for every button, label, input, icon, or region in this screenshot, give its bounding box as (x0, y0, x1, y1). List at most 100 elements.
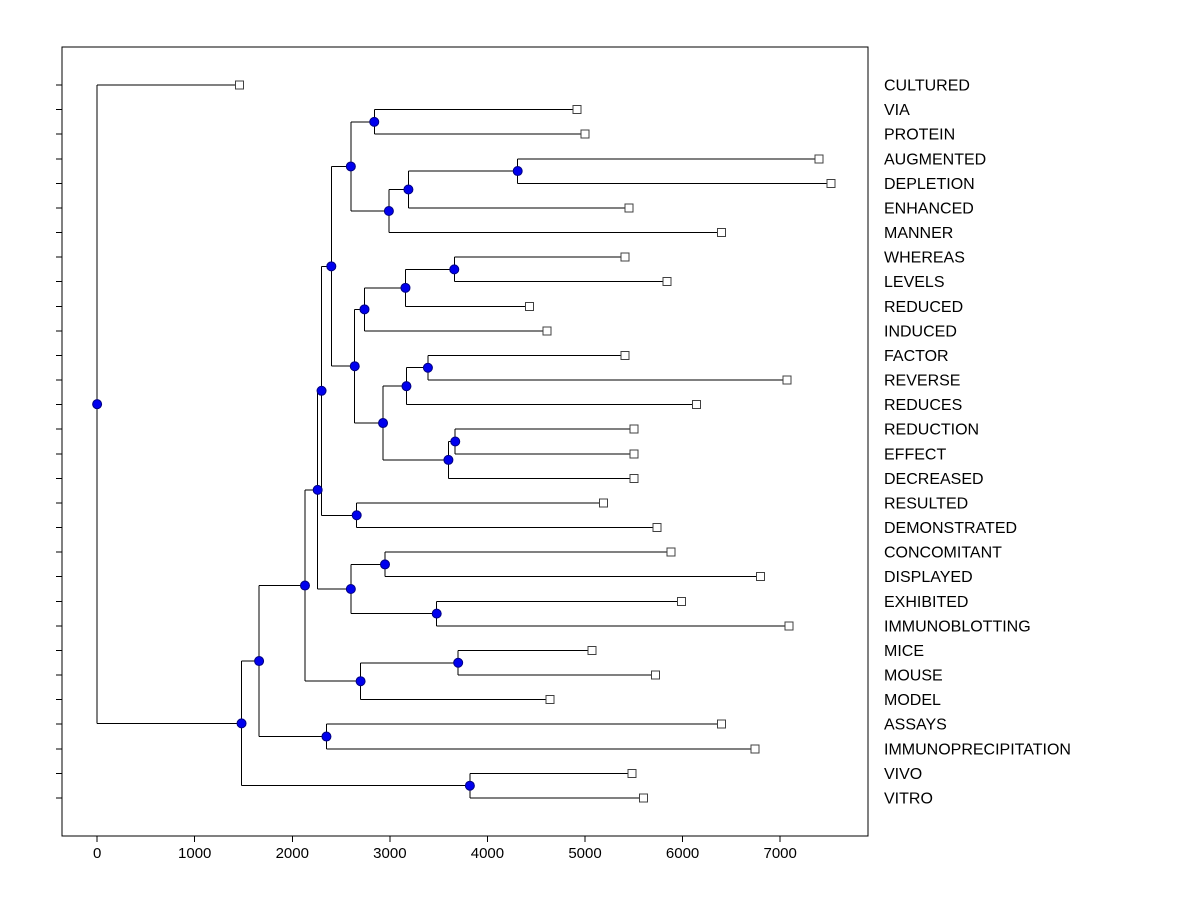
leaf-marker (587, 645, 597, 655)
leaf-marker (580, 129, 590, 139)
leaf-label: DEMONSTRATED (884, 520, 1017, 537)
leaf-marker (717, 228, 727, 238)
leaf-marker (652, 523, 662, 533)
leaf-label: VITRO (884, 790, 933, 807)
leaf-marker (545, 695, 555, 705)
merge-node-marker (355, 676, 366, 687)
leaf-marker (677, 596, 687, 606)
leaf-marker (629, 473, 639, 483)
merge-node-marker (422, 362, 433, 373)
merge-node-marker (345, 161, 356, 172)
leaf-marker (666, 547, 676, 557)
leaf-marker (620, 252, 630, 262)
x-tick-label: 0 (93, 845, 101, 862)
x-tick-label: 1000 (178, 845, 211, 862)
leaf-marker (235, 80, 245, 90)
leaf-label: CONCOMITANT (884, 545, 1002, 562)
merge-node-marker (443, 454, 454, 465)
leaf-label: PROTEIN (884, 127, 955, 144)
merge-node-marker (450, 436, 461, 447)
leaf-label: DEPLETION (884, 176, 975, 193)
leaf-labels: CULTURED VIA PROTEIN AUGMENTED DEPLETION ENHA… (884, 78, 1071, 808)
x-tick-label: 7000 (763, 845, 796, 862)
merge-node-marker (512, 166, 523, 177)
leaf-label: WHEREAS (884, 250, 965, 267)
x-tick-label: 3000 (373, 845, 406, 862)
merge-node-marker (403, 184, 414, 195)
leaf-marker (814, 154, 824, 164)
merge-node-marker (316, 385, 327, 396)
merge-node-marker (359, 304, 370, 315)
leaf-label: CULTURED (884, 78, 970, 95)
x-tick-label: 2000 (276, 845, 309, 862)
merge-node-marker (236, 718, 247, 729)
merge-node-marker (349, 361, 360, 372)
merge-node-marker (299, 580, 310, 591)
leaf-label: MODEL (884, 692, 941, 709)
merge-node-marker (254, 656, 265, 667)
leaf-marker (650, 670, 660, 680)
leaf-label: ASSAYS (884, 717, 947, 734)
leaf-marker (599, 498, 609, 508)
leaf-label: LEVELS (884, 274, 944, 291)
leaf-marker (784, 621, 794, 631)
leaf-marker (756, 572, 766, 582)
leaf-marker (629, 424, 639, 434)
merge-node-marker (326, 261, 337, 272)
leaf-marker (717, 719, 727, 729)
leaf-marker (662, 277, 672, 287)
merge-node-marker (379, 559, 390, 570)
merge-node-marker (92, 399, 103, 410)
merge-node-marker (378, 418, 389, 429)
leaf-marker (620, 350, 630, 360)
leaf-label: INDUCED (884, 323, 957, 340)
leaf-label: FACTOR (884, 348, 949, 365)
leaf-label: MICE (884, 643, 924, 660)
leaf-marker (624, 203, 634, 213)
leaf-label: IMMUNOBLOTTING (884, 618, 1031, 635)
leaf-marker (629, 449, 639, 459)
axes (56, 46, 869, 842)
x-tick-label: 5000 (568, 845, 601, 862)
leaf-label: REVERSE (884, 373, 960, 390)
x-tick-label: 4000 (471, 845, 504, 862)
leaf-label: IMMUNOPRECIPITATION (884, 741, 1071, 758)
leaf-marker (524, 301, 534, 311)
leaf-label: MANNER (884, 225, 953, 242)
merge-node-marker (400, 282, 411, 293)
x-tick-label: 6000 (666, 845, 699, 862)
leaf-label: ENHANCED (884, 200, 974, 217)
leaf-label: DISPLAYED (884, 569, 973, 586)
dendrogram-links (96, 84, 831, 799)
merge-node-marker (431, 608, 442, 619)
leaf-label: EFFECT (884, 446, 946, 463)
x-tick-labels: 0 1000 2000 3000 4000 5000 6000 7000 (93, 845, 797, 862)
leaf-marker (639, 793, 649, 803)
merge-node-marker (369, 116, 380, 127)
leaf-marker (782, 375, 792, 385)
leaf-marker (750, 744, 760, 754)
merge-node-marker (321, 731, 332, 742)
plot-border (61, 46, 869, 837)
leaf-label: MOUSE (884, 668, 943, 685)
leaf-label: REDUCES (884, 397, 962, 414)
leaf-marker (542, 326, 552, 336)
leaf-marker (691, 400, 701, 410)
merge-node-marker (401, 381, 412, 392)
leaf-label: EXHIBITED (884, 594, 968, 611)
leaf-label: DECREASED (884, 471, 984, 488)
merge-node-marker (383, 206, 394, 217)
leaf-label: AUGMENTED (884, 151, 986, 168)
merge-node-marker (449, 264, 460, 275)
merge-node-marker (453, 657, 464, 668)
leaf-marker (572, 105, 582, 115)
leaf-label: REDUCED (884, 299, 963, 316)
leaf-label: VIA (884, 102, 910, 119)
merge-node-marker (351, 510, 362, 521)
merge-node-marker (312, 484, 323, 495)
leaf-marker (826, 178, 836, 188)
leaf-marker (627, 768, 637, 778)
